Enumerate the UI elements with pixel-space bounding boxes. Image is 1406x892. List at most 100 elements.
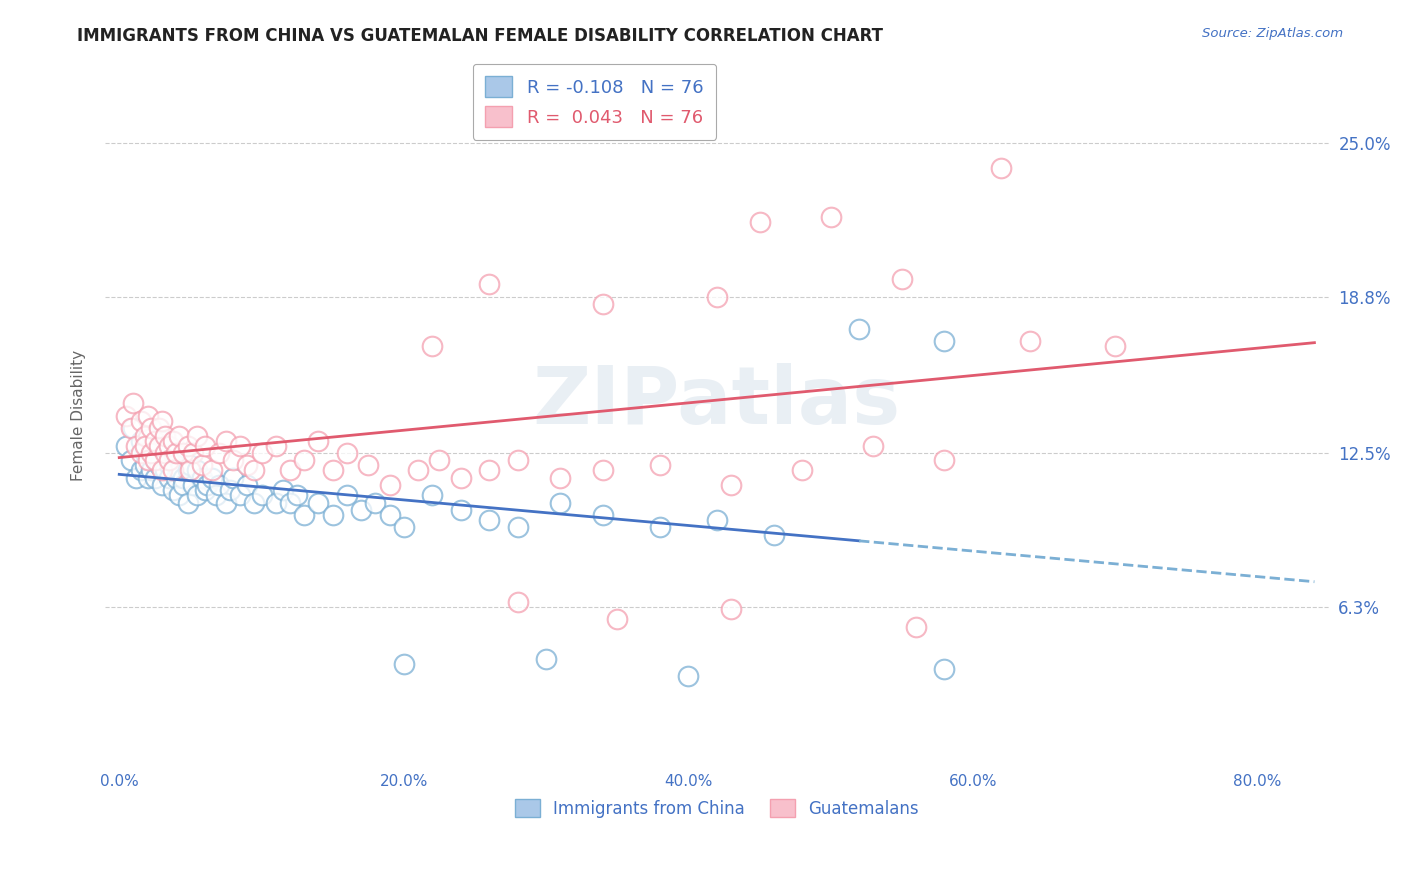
Point [201, 463, 224, 477]
Point [120, 421, 142, 435]
Point [150, 478, 173, 492]
Point [139, 446, 162, 460]
Point [285, 488, 308, 502]
Point [592, 297, 614, 311]
Point [115, 439, 138, 453]
Point [186, 428, 208, 442]
Point [176, 463, 198, 477]
Point [208, 478, 231, 492]
Point [820, 211, 842, 225]
Point [420, 339, 443, 353]
Point [190, 471, 212, 485]
Point [222, 471, 245, 485]
Point [478, 463, 501, 477]
Point [162, 446, 184, 460]
Point [648, 17, 671, 31]
Point [129, 446, 152, 460]
Point [648, 458, 671, 473]
Point [406, 463, 429, 477]
Point [1018, 334, 1040, 349]
Text: ZIPatlas: ZIPatlas [533, 363, 901, 441]
Point [194, 483, 217, 498]
Point [792, 463, 814, 477]
Point [748, 215, 770, 229]
Point [143, 434, 166, 448]
Point [848, 322, 870, 336]
Point [292, 508, 315, 522]
Point [165, 471, 187, 485]
Point [378, 508, 401, 522]
Point [165, 458, 187, 473]
Point [506, 520, 529, 534]
Y-axis label: Female Disability: Female Disability [72, 351, 86, 482]
Point [307, 496, 329, 510]
Point [990, 161, 1012, 175]
Point [862, 439, 884, 453]
Point [450, 471, 472, 485]
Point [129, 434, 152, 448]
Point [120, 453, 142, 467]
Point [148, 439, 170, 453]
Point [150, 434, 173, 448]
Point [153, 463, 176, 477]
Point [905, 620, 928, 634]
Point [186, 488, 208, 502]
Text: Source: ZipAtlas.com: Source: ZipAtlas.com [1202, 27, 1343, 40]
Point [153, 428, 176, 442]
Point [720, 602, 742, 616]
Point [197, 478, 219, 492]
Point [201, 471, 224, 485]
Point [157, 471, 180, 485]
Point [264, 496, 287, 510]
Point [606, 612, 628, 626]
Point [208, 446, 231, 460]
Point [176, 439, 198, 453]
Point [136, 428, 159, 442]
Point [890, 272, 912, 286]
Point [720, 478, 742, 492]
Point [336, 446, 359, 460]
Point [134, 458, 156, 473]
Point [190, 458, 212, 473]
Point [427, 453, 450, 467]
Point [271, 483, 294, 498]
Point [550, 496, 572, 510]
Point [148, 421, 170, 435]
Point [243, 496, 266, 510]
Point [592, 463, 614, 477]
Point [250, 446, 273, 460]
Text: IMMIGRANTS FROM CHINA VS GUATEMALAN FEMALE DISABILITY CORRELATION CHART: IMMIGRANTS FROM CHINA VS GUATEMALAN FEMA… [77, 27, 883, 45]
Point [762, 528, 785, 542]
Point [706, 290, 728, 304]
Point [139, 463, 162, 477]
Point [122, 396, 145, 410]
Point [222, 453, 245, 467]
Point [167, 488, 190, 502]
Point [229, 488, 252, 502]
Point [350, 503, 373, 517]
Point [215, 496, 238, 510]
Point [364, 496, 387, 510]
Point [143, 471, 166, 485]
Point [264, 439, 287, 453]
Point [236, 478, 259, 492]
Point [125, 439, 148, 453]
Point [172, 478, 194, 492]
Point [506, 595, 529, 609]
Point [153, 446, 176, 460]
Point [205, 488, 228, 502]
Point [219, 483, 242, 498]
Point [678, 669, 700, 683]
Point [115, 409, 138, 423]
Point [229, 439, 252, 453]
Point [534, 652, 557, 666]
Point [278, 496, 301, 510]
Point [934, 334, 956, 349]
Point [162, 463, 184, 477]
Point [307, 434, 329, 448]
Point [236, 458, 259, 473]
Point [129, 463, 152, 477]
Point [592, 508, 614, 522]
Point [450, 503, 472, 517]
Point [478, 513, 501, 527]
